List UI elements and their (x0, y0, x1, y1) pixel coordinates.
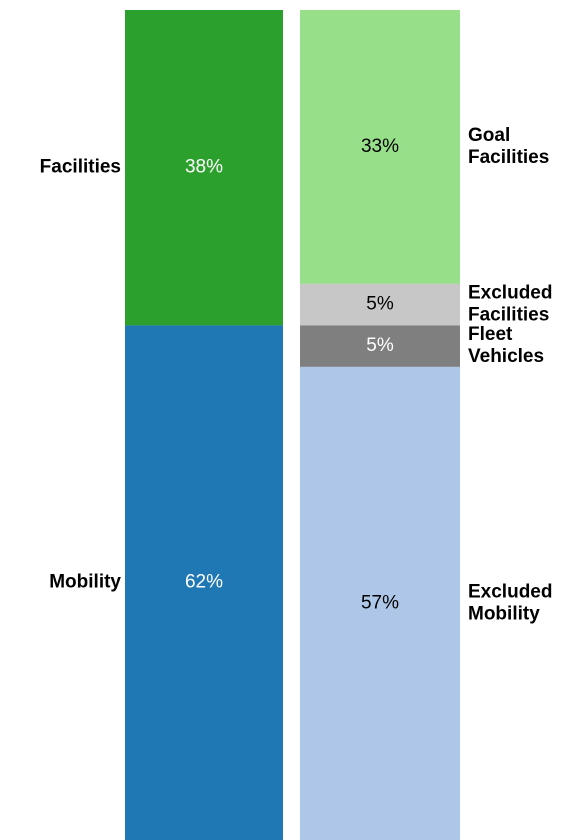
bar-segment (300, 283, 460, 326)
bar-segment (125, 10, 283, 326)
value-label: 62% (185, 572, 223, 593)
bar-segment (300, 366, 460, 840)
segment-label: Excluded Facilities (468, 283, 552, 326)
bar-segment (300, 10, 460, 284)
segment-label: Facilities (40, 157, 121, 178)
value-label: 38% (185, 157, 223, 178)
bar-segment (300, 325, 460, 367)
value-label: 33% (361, 136, 399, 157)
segment-label: Fleet Vehicles (468, 324, 544, 367)
value-label: 5% (366, 335, 394, 356)
segment-label: Excluded Mobility (468, 581, 552, 624)
bar-segment (125, 325, 283, 840)
value-label: 5% (366, 294, 394, 315)
value-label: 57% (361, 592, 399, 613)
segment-label: Goal Facilities (468, 125, 549, 168)
segment-label: Mobility (49, 572, 121, 593)
